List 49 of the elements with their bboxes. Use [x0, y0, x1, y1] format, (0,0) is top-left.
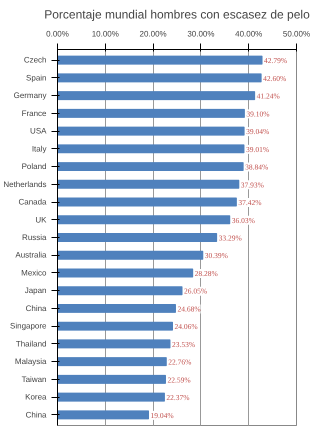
bar [58, 339, 170, 348]
y-tick-label: Singapore [10, 322, 48, 331]
y-tick-label: Mexico [21, 268, 48, 278]
y-tick-label: Germany [14, 91, 47, 100]
y-tick-label: Malaysia [14, 357, 48, 366]
bar [58, 91, 256, 100]
y-tick-label: Russia [22, 233, 48, 242]
y-tick-label: Czech [24, 56, 47, 65]
bar [58, 250, 204, 260]
bar [58, 144, 244, 154]
x-tick-label: 30.00% [187, 30, 214, 38]
bar [58, 322, 174, 331]
y-tick-label: Taiwan [22, 374, 47, 384]
bar [58, 162, 244, 172]
y-tick-label: Spain [26, 73, 47, 82]
bar [58, 357, 167, 366]
y-tick-label: France [22, 108, 48, 118]
bar [58, 304, 176, 313]
bar [58, 56, 263, 65]
y-tick-label: Thailand [16, 339, 46, 348]
x-tick-label: 50.00% [282, 30, 310, 38]
y-tick-label: China [26, 304, 48, 313]
y-tick-label: Poland [22, 162, 47, 172]
y-tick-label: UK [35, 215, 48, 224]
bar [58, 410, 150, 420]
bar [58, 233, 218, 242]
x-tick-label: 0.00% [46, 30, 69, 38]
x-tick-label: 40.00% [235, 30, 262, 38]
y-tick-label: Korea [25, 392, 48, 402]
bar [58, 126, 245, 136]
y-tick-label: Australia [15, 250, 48, 260]
x-tick-label: 10.00% [92, 30, 119, 38]
bar [58, 180, 240, 189]
bar [58, 392, 165, 402]
y-tick-label: Netherlands [3, 180, 47, 189]
y-tick-label: Japan [24, 286, 46, 296]
y-tick-label: Italy [32, 144, 46, 154]
bar [58, 73, 262, 82]
x-tick-label: 20.00% [140, 30, 167, 38]
y-tick-label: USA [30, 126, 48, 136]
y-tick-label: China [26, 410, 48, 420]
bar [58, 374, 166, 384]
bar [58, 215, 230, 224]
bar [58, 268, 194, 278]
y-tick-label: Canada [18, 198, 48, 207]
chart-title: Porcentaje mundial hombres con escasez de pelo [44, 8, 310, 22]
bar [58, 198, 237, 207]
bar [58, 286, 183, 296]
bar [58, 108, 245, 118]
